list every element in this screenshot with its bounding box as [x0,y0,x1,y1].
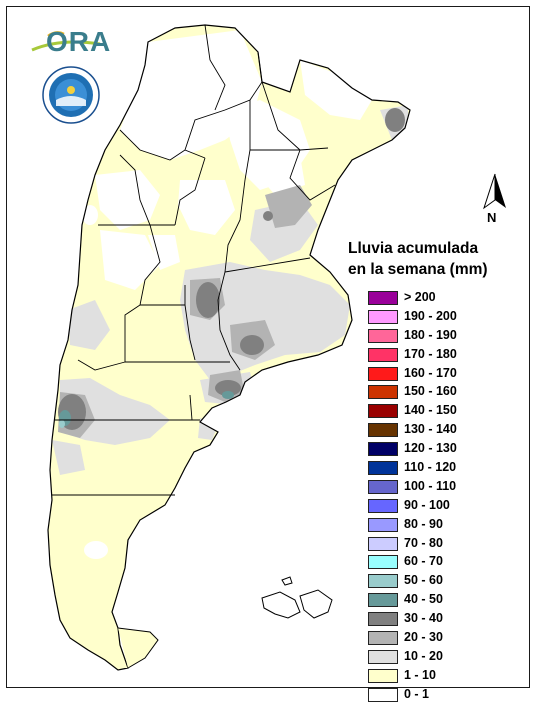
legend-swatch [368,479,398,494]
legend-swatch [368,385,398,400]
legend-swatch [368,668,398,683]
legend-swatch [368,555,398,570]
legend-swatch [368,461,398,476]
legend-range-label: 170 - 180 [404,346,457,361]
legend-range-label: 60 - 70 [404,554,443,569]
legend-swatch [368,631,398,646]
legend-swatch [368,366,398,381]
legend-swatch [368,404,398,419]
legend-swatch [368,593,398,608]
legend-range-label: 150 - 160 [404,384,457,399]
ora-logo [31,31,101,52]
legend-swatch [368,347,398,362]
legend-swatch [368,517,398,532]
ora-logo-text: ORA [46,26,112,57]
legend-range-label: 130 - 140 [404,422,457,437]
legend-swatch [368,442,398,457]
north-label: N [487,210,497,225]
legend-swatch [368,423,398,438]
legend-swatch [368,687,398,702]
north-arrow-icon [483,173,506,210]
legend-swatch [368,291,398,305]
legend-range-label: 100 - 110 [404,478,457,493]
legend-range-label: 20 - 30 [404,630,443,645]
legend-swatch [368,536,398,551]
legend-swatch [368,328,398,343]
legend-swatch [368,574,398,589]
legend-range-label: 30 - 40 [404,611,443,626]
legend-range-label: 120 - 130 [404,441,457,456]
legend-title: Lluvia acumulada en la semana (mm) [348,238,488,280]
legend-swatch [368,498,398,513]
legend-title-line1: Lluvia acumulada [348,240,479,257]
legend-swatch [368,649,398,664]
legend-swatch [368,612,398,627]
legend-range-label: 40 - 50 [404,592,443,607]
legend-range-label: 160 - 170 [404,365,457,380]
legend-range-label: 110 - 120 [404,460,457,475]
legend-range-label: 180 - 190 [404,327,457,342]
legend-range-label: 140 - 150 [404,403,457,418]
legend-range-label: 80 - 90 [404,516,443,531]
legend-range-label: 1 - 10 [404,667,436,682]
legend-range-label: 0 - 1 [404,686,430,701]
legend-title-line2: en la semana (mm) [348,261,488,278]
legend-range-label: > 200 [404,290,436,304]
legend-swatch [368,309,398,324]
legend-range-label: 190 - 200 [404,308,457,323]
legend-range-label: 10 - 20 [404,648,443,663]
legend-range-label: 70 - 80 [404,535,443,550]
smn-seal-logo [42,66,100,124]
legend-range-label: 50 - 60 [404,573,443,588]
legend-range-label: 90 - 100 [404,497,450,512]
